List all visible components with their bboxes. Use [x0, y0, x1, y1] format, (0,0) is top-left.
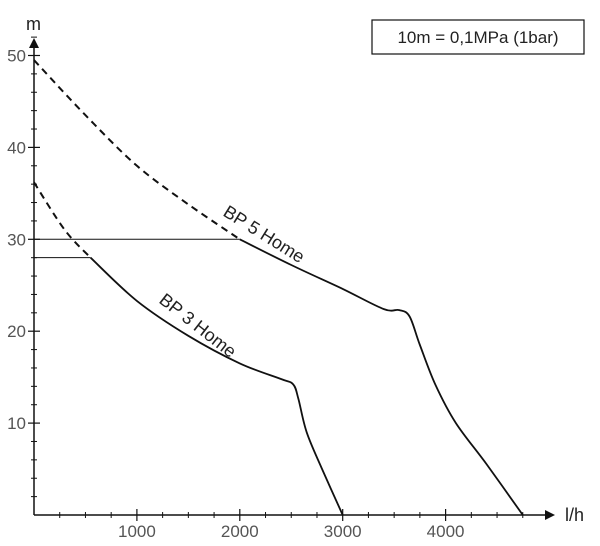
- curve-label-bp3-home: BP 3 Home: [156, 289, 241, 361]
- curves: [33, 59, 524, 516]
- y-tick-label: 50: [7, 47, 26, 66]
- conversion-note-text: 10m = 0,1MPa (1bar): [397, 28, 558, 47]
- y-tick-label: 40: [7, 138, 26, 157]
- conversion-note: 10m = 0,1MPa (1bar): [371, 19, 585, 55]
- axes: [29, 38, 555, 520]
- y-tick-label: 10: [7, 414, 26, 433]
- x-axis-unit: l/h: [565, 505, 584, 525]
- x-axis-arrow-icon: [545, 510, 555, 520]
- x-tick-label: 4000: [427, 522, 465, 541]
- y-axis-unit: m: [26, 14, 41, 34]
- conversion-note-box: [371, 19, 585, 55]
- minor-ticks: [31, 36, 524, 518]
- reference-lines: [34, 238, 240, 259]
- x-tick-label: 3000: [324, 522, 362, 541]
- x-tick-label: 2000: [221, 522, 259, 541]
- y-tick-label: 20: [7, 322, 26, 341]
- series-line-bp-3-home-dashed: [33, 181, 92, 259]
- series-line-bp-5-home-dashed: [33, 59, 241, 241]
- y-axis-arrow-icon: [29, 38, 39, 48]
- series-line-bp-3-home: [89, 257, 344, 516]
- series-line-bp-5-home: [239, 238, 524, 516]
- major-ticks: 10 20 30 40 50 1000 2000 3000 4000: [7, 47, 464, 542]
- y-tick-label: 30: [7, 230, 26, 249]
- x-tick-label: 1000: [118, 522, 156, 541]
